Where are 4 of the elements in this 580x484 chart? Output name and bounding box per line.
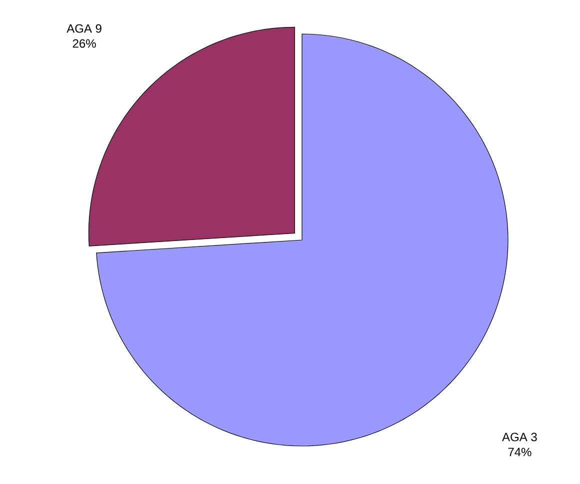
- slice-label: AGA 3: [502, 432, 537, 442]
- data-label: 74%: [508, 448, 532, 456]
- slice-label: AGA 9: [66, 24, 102, 33]
- data-label: 26%: [72, 39, 96, 48]
